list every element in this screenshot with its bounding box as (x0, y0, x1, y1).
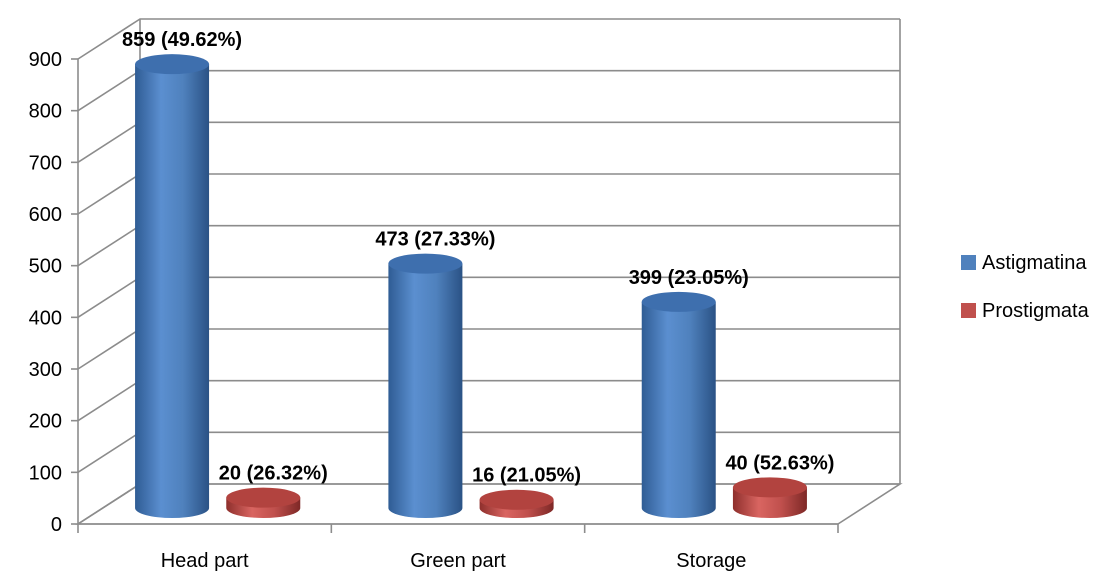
data-label: 859 (49.62%) (122, 29, 242, 51)
x-axis: Head part Green part Storage (77, 523, 839, 572)
y-tick-label: 800 (29, 101, 62, 123)
legend-item: Astigmatina (961, 252, 1087, 274)
bar-prostigmata (732, 477, 807, 518)
legend-swatch (961, 255, 976, 270)
y-tick-label: 100 (29, 462, 62, 484)
bar-prostigmata (226, 487, 301, 518)
legend: Astigmatina Prostigmata (961, 252, 1090, 322)
bar-body (641, 301, 716, 518)
bar-top (135, 54, 210, 75)
data-label: 20 (26.32%) (219, 463, 328, 485)
x-tick-label: Head part (161, 550, 249, 572)
bar-astigmatina (388, 253, 463, 518)
legend-item: Prostigmata (961, 300, 1090, 322)
bar-prostigmata (479, 489, 554, 518)
y-tick-label: 700 (29, 152, 62, 174)
bars (135, 54, 807, 518)
y-tick-label: 900 (29, 49, 62, 71)
legend-swatch (961, 303, 976, 318)
legend-label: Astigmatina (982, 252, 1087, 274)
x-tick-label: Green part (410, 550, 506, 572)
bar-body (388, 263, 463, 518)
bar-top (388, 253, 463, 274)
y-tick-label: 300 (29, 359, 62, 381)
bar-top (479, 489, 554, 510)
y-tick-label: 600 (29, 204, 62, 226)
gridline (77, 18, 900, 60)
bar-astigmatina (641, 291, 716, 518)
plot-area: 0 100 200 300 400 500 600 700 800 900 Head part Gr… (29, 18, 903, 572)
y-tick-label: 200 (29, 411, 62, 433)
x-tick-label: Storage (676, 550, 746, 572)
bar-top (641, 291, 716, 312)
y-tick-label: 500 (29, 256, 62, 278)
bar-body (135, 64, 210, 518)
data-label: 473 (27.33%) (375, 229, 495, 251)
bar-astigmatina (135, 54, 210, 518)
data-labels: 859 (49.62%) 473 (27.33%) 399 (23.05%) 20 (… (122, 29, 834, 487)
data-label: 399 (23.05%) (629, 267, 749, 289)
y-tick-label: 400 (29, 307, 62, 329)
legend-label: Prostigmata (982, 300, 1090, 322)
y-tick-label: 0 (51, 514, 62, 536)
data-label: 40 (52.63%) (725, 452, 834, 474)
bar-top (226, 487, 301, 508)
y-axis: 0 100 200 300 400 500 600 700 800 900 (29, 49, 78, 536)
data-label: 16 (21.05%) (472, 465, 581, 487)
bar-top (732, 477, 807, 498)
